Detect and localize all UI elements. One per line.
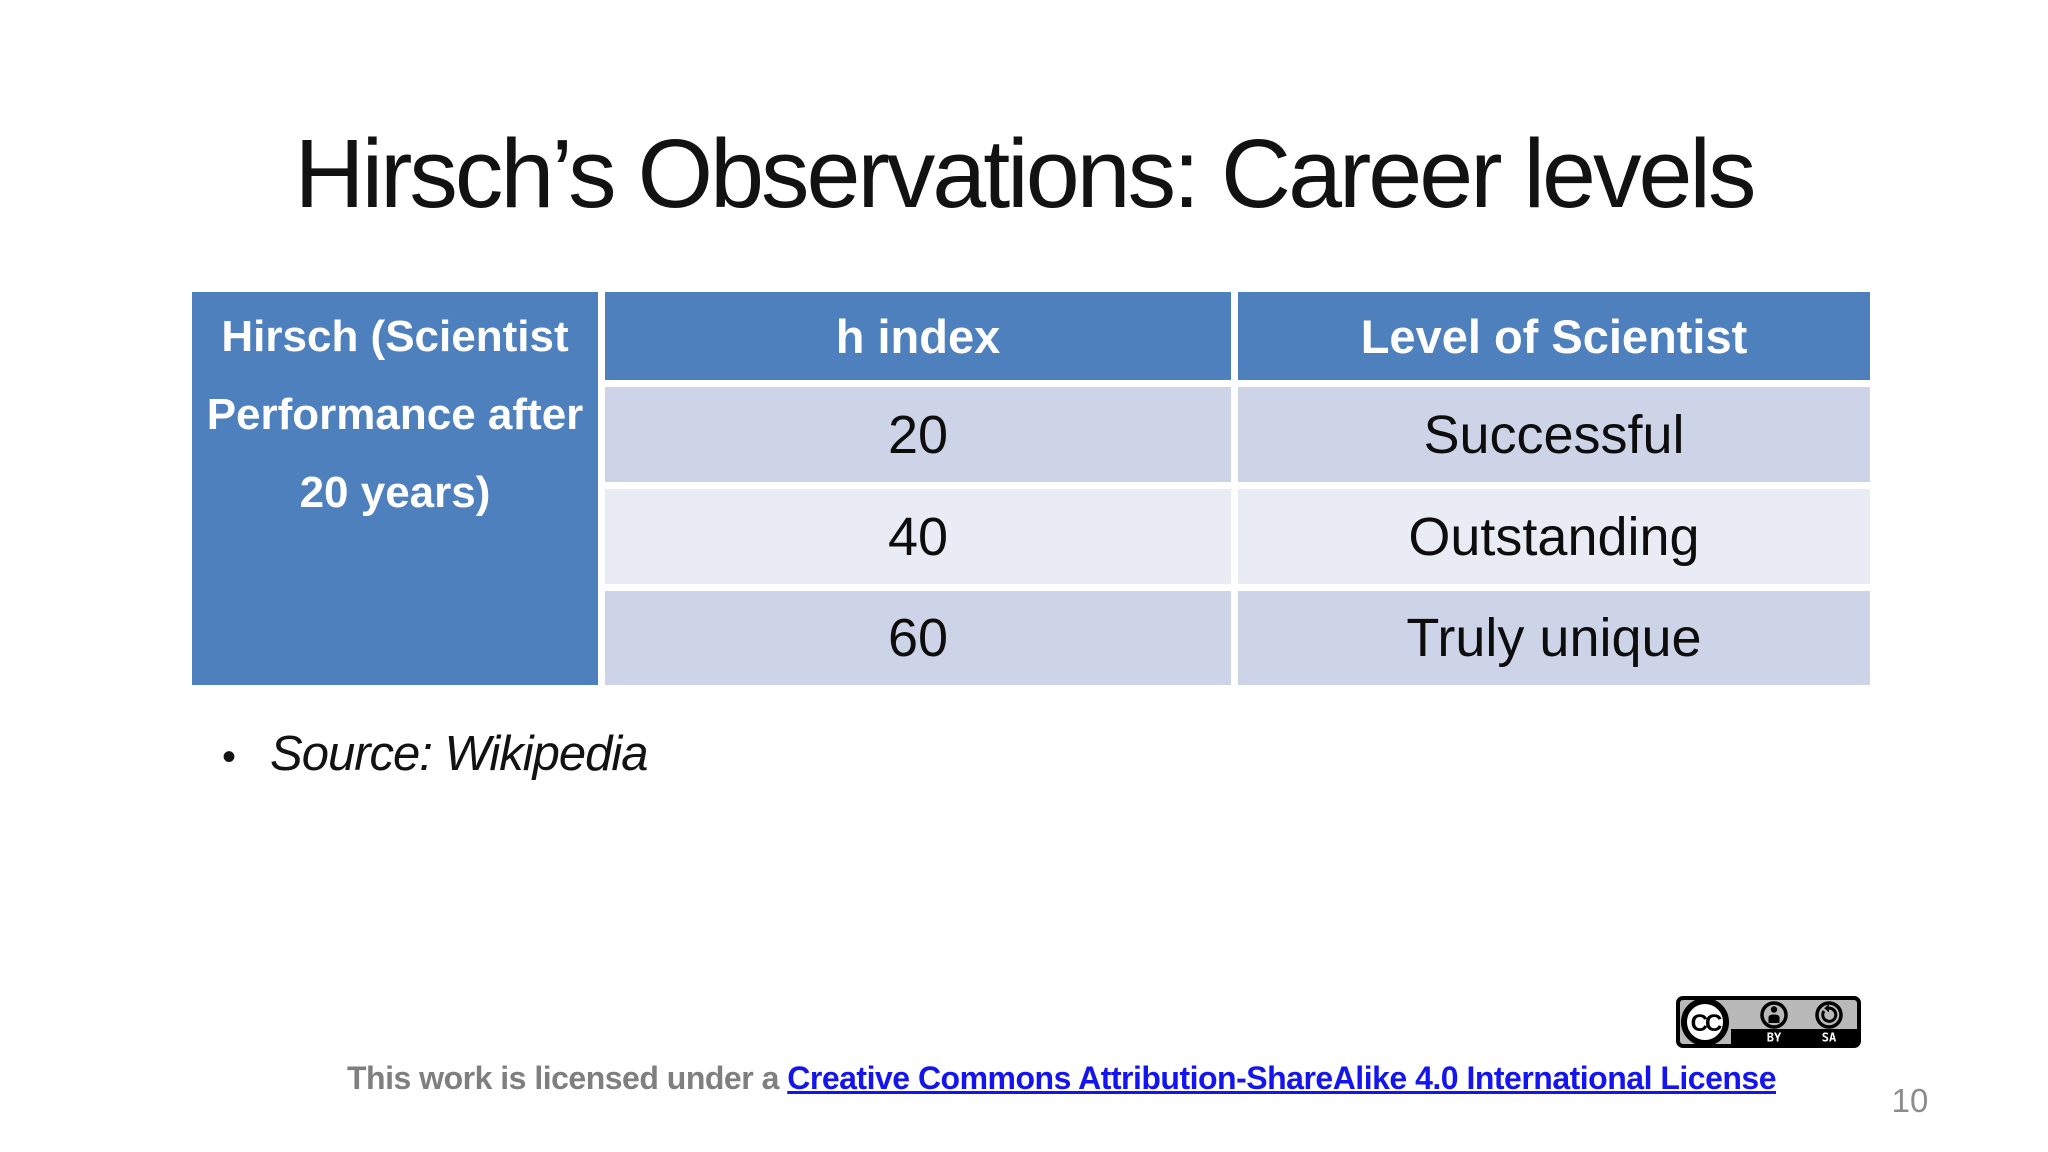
cc-by-sa-badge[interactable]: CC BY SA xyxy=(1676,996,1861,1048)
table-cell-level-row2: Outstanding xyxy=(1238,489,1870,584)
career-levels-table: Hirsch (Scientist Performance after 20 y… xyxy=(192,292,1870,685)
source-text: Source: Wikipedia xyxy=(270,727,648,781)
page-number: 10 xyxy=(1891,1082,1929,1119)
badge-label-strip xyxy=(1731,1029,1857,1044)
table-cell-level-row3: Truly unique xyxy=(1238,591,1870,685)
table-cell-h-index-row1: 20 xyxy=(605,387,1231,482)
license-link[interactable]: Creative Commons Attribution-ShareAlike … xyxy=(787,1060,1777,1096)
attribution-person-icon xyxy=(1760,1001,1788,1029)
cc-by-sa-badge-image: CC BY SA xyxy=(1676,996,1861,1048)
table-header-level-of-scientist: Level of Scientist xyxy=(1238,292,1870,380)
slide-title: Hirsch’s Observations: Career levels xyxy=(294,118,1757,228)
svg-text:CC: CC xyxy=(1691,1010,1722,1037)
license-prefix-text: This work is licensed under a xyxy=(347,1060,788,1096)
table-cell-h-index-row2: 40 xyxy=(605,489,1231,584)
sa-label: SA xyxy=(1822,1031,1837,1045)
table-header-h-index: h index xyxy=(605,292,1231,380)
license-statement: This work is licensed under a Creative C… xyxy=(347,1060,1777,1097)
by-label: BY xyxy=(1767,1031,1782,1045)
cc-logo-icon: CC xyxy=(1681,998,1729,1046)
table-merged-label-cell: Hirsch (Scientist Performance after 20 y… xyxy=(192,292,598,685)
bullet-marker: • xyxy=(222,735,237,779)
source-bullet-item: • Source: Wikipedia xyxy=(222,726,648,782)
table-cell-level-row1: Successful xyxy=(1238,387,1870,482)
table-cell-h-index-row3: 60 xyxy=(605,591,1231,685)
sharealike-arrow-icon xyxy=(1815,1001,1843,1029)
